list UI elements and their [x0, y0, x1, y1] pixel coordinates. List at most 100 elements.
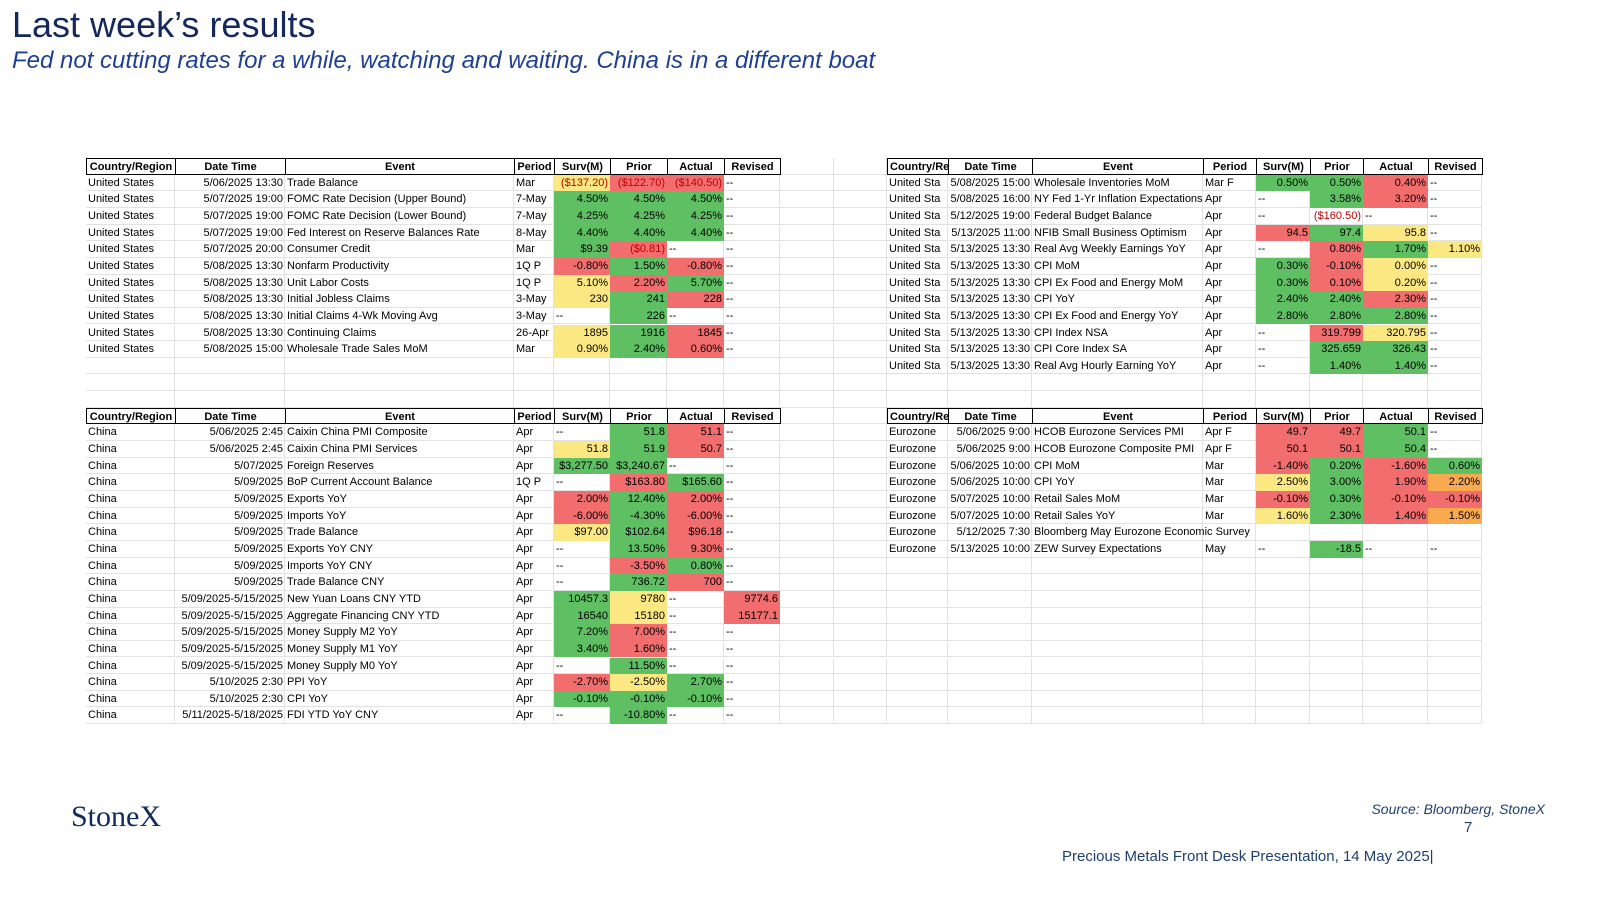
- table-cell: --: [726, 559, 734, 572]
- table-cell: HCOB Eurozone Services PMI: [1034, 426, 1184, 439]
- grid-cell: [1032, 457, 1203, 475]
- grid-cell: [86, 174, 175, 192]
- table-cell: CPI Core Index SA: [1034, 343, 1127, 356]
- table-cell: 228: [667, 291, 724, 308]
- grid-cell: [1363, 640, 1428, 658]
- grid-cell: [1256, 207, 1310, 225]
- grid-cell: [834, 507, 887, 525]
- grid-cell: [86, 424, 175, 442]
- table-cell: 11.50%: [610, 657, 667, 675]
- grid-cell: [834, 690, 887, 708]
- grid-cell: [887, 241, 948, 258]
- grid-cell: [780, 441, 834, 458]
- grid-cell: [667, 590, 724, 608]
- grid-cell: [948, 341, 1032, 358]
- table-cell: Eurozone: [889, 493, 937, 505]
- grid-cell: [948, 324, 1032, 342]
- grid-cell: [887, 624, 948, 641]
- grid-cell: [1032, 557, 1203, 575]
- grid-cell: [610, 357, 667, 375]
- table-cell: CPI MoM: [1034, 459, 1080, 472]
- grid-cell: [948, 191, 1032, 208]
- table-cell: --: [726, 276, 734, 289]
- grid-cell: [285, 424, 514, 442]
- table-cell: -0.10%: [667, 690, 724, 708]
- table-cell: Federal Budget Balance: [1034, 209, 1153, 222]
- grid-cell: [1256, 607, 1310, 625]
- grid-cell: [554, 357, 610, 375]
- grid-cell: [724, 441, 780, 458]
- grid-cell: [514, 640, 554, 658]
- table-cell: 2.80%: [1310, 307, 1363, 325]
- grid-cell: [834, 624, 887, 641]
- grid-cell: [887, 257, 948, 275]
- column-header: Actual: [1363, 158, 1429, 175]
- grid-cell: [285, 191, 514, 208]
- grid-cell: [780, 474, 834, 491]
- table-cell: 5/09/2025: [234, 493, 283, 505]
- table-cell: --: [726, 642, 734, 655]
- grid-cell: [780, 191, 834, 208]
- table-cell: -1.40%: [1256, 457, 1310, 475]
- table-cell: United States: [88, 209, 155, 222]
- table-cell: --: [726, 193, 734, 206]
- grid-cell: [1428, 441, 1482, 458]
- table-cell: 5/06/2025 10:00: [950, 459, 1030, 472]
- grid-cell: [514, 674, 554, 691]
- grid-cell: [948, 524, 1032, 541]
- table-cell: 49.7: [1310, 424, 1363, 442]
- table-cell: --: [556, 309, 564, 322]
- grid-cell: [175, 690, 285, 708]
- grid-cell: [175, 424, 285, 442]
- grid-cell: [1310, 707, 1363, 725]
- table-cell: 4.50%: [610, 191, 667, 208]
- grid-cell: [285, 491, 514, 508]
- table-cell: 1.90%: [1363, 474, 1428, 491]
- grid-cell: [610, 391, 667, 408]
- table-cell: --: [726, 509, 734, 522]
- grid-cell: [1032, 540, 1203, 558]
- column-header: Period: [1203, 158, 1257, 175]
- table-cell: --: [1430, 276, 1438, 289]
- grid-cell: [86, 224, 175, 242]
- table-cell: Real Avg Weekly Earnings YoY: [1034, 243, 1186, 256]
- grid-cell: [1032, 424, 1203, 442]
- grid-cell: [514, 341, 554, 358]
- grid-cell: [1428, 191, 1482, 208]
- grid-cell: [834, 424, 887, 442]
- grid-cell: [1032, 590, 1203, 608]
- table-cell: United States: [88, 276, 155, 289]
- table-cell: 16540: [554, 607, 610, 625]
- grid-cell: [834, 207, 887, 225]
- table-cell: --: [669, 659, 677, 672]
- column-header: Period: [1203, 407, 1257, 425]
- table-cell: Mar: [516, 343, 535, 356]
- grid-cell: [1032, 607, 1203, 625]
- grid-cell: [554, 540, 610, 558]
- table-cell: $96.18: [667, 524, 724, 541]
- table-cell: 5/13/2025 13:30: [950, 309, 1030, 322]
- table-cell: 0.30%: [1256, 257, 1310, 275]
- table-cell: 0.20%: [1363, 274, 1428, 292]
- grid-cell: [285, 224, 514, 242]
- table-cell: 2.80%: [1256, 307, 1310, 325]
- table-cell: NY Fed 1-Yr Inflation Expectations: [1034, 193, 1203, 206]
- grid-cell: [1203, 624, 1256, 641]
- table-cell: 0.60%: [667, 341, 724, 358]
- table-cell: Initial Claims 4-Wk Moving Avg: [287, 309, 438, 322]
- table-cell: Apr: [516, 626, 534, 639]
- table-cell: 8-May: [516, 226, 547, 239]
- table-cell: 5/11/2025-5/18/2025: [182, 709, 283, 722]
- grid-cell: [948, 291, 1032, 308]
- table-cell: China: [88, 626, 117, 639]
- grid-cell: [175, 391, 285, 408]
- source-note: Source: Bloomberg, StoneX: [1371, 801, 1545, 817]
- table-cell: --: [726, 459, 734, 472]
- table-cell: Apr: [516, 676, 534, 689]
- table-cell: 5/10/2025 2:30: [209, 692, 283, 705]
- table-cell: Apr: [1205, 209, 1223, 222]
- grid-cell: [1032, 657, 1203, 675]
- table-cell: 51.8: [610, 424, 667, 442]
- table-cell: ($122.70): [610, 174, 667, 192]
- table-cell: 0.50%: [1310, 174, 1363, 192]
